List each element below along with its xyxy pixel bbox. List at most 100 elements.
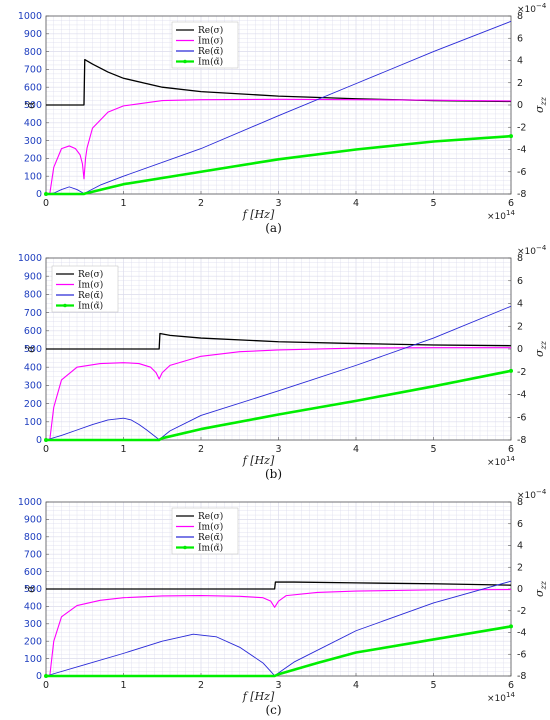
series-line-re-sigma — [46, 332, 512, 350]
x-tick-label: 1 — [120, 198, 126, 209]
x-tick-label: 2 — [198, 198, 204, 209]
series-marker — [509, 368, 513, 373]
legend-label: Im(σ) — [198, 36, 223, 47]
left-tick-label: 500 — [24, 344, 42, 355]
left-tick-label: 100 — [24, 171, 42, 182]
left-tick-label: 500 — [24, 100, 42, 111]
series-line-re-alpha — [45, 20, 512, 195]
x-tick-label: 3 — [275, 680, 281, 691]
right-tick-label: 2 — [517, 562, 523, 573]
legend-label: Im(α̃) — [78, 301, 103, 312]
x-tick-label: 5 — [430, 680, 436, 691]
series-marker — [509, 624, 513, 629]
x-axis-label: f [Hz] — [242, 208, 275, 221]
left-tick-label: 1000 — [18, 253, 42, 264]
series-marker — [44, 192, 48, 196]
left-tick-label: 100 — [24, 654, 42, 665]
legend-label: Im(σ) — [198, 522, 223, 533]
x-axis-label: f [Hz] — [242, 690, 275, 703]
left-tick-label: 900 — [24, 29, 42, 40]
left-tick-label: 600 — [24, 326, 42, 337]
right-tick-label: 0 — [517, 584, 523, 595]
right-tick-label: 8 — [517, 497, 523, 508]
x-exponent-label: ×1014 — [487, 209, 515, 222]
legend-marker — [63, 303, 67, 308]
right-tick-label: 6 — [517, 519, 523, 530]
right-tick-label: -2 — [517, 606, 526, 617]
right-tick-label: 0 — [517, 344, 523, 355]
right-tick-label: 8 — [517, 11, 523, 22]
chart-panel-1: 01002003004005006007008009001000-8-6-4-2… — [18, 2, 548, 235]
x-tick-label: 5 — [430, 444, 436, 455]
left-tick-label: 600 — [24, 82, 42, 93]
series-marker — [44, 438, 48, 442]
left-tick-label: 700 — [24, 549, 42, 560]
right-tick-label: 8 — [517, 253, 523, 264]
right-exponent-label: ×10−4 — [517, 244, 547, 257]
x-tick-label: 6 — [508, 198, 514, 209]
left-tick-label: 100 — [24, 417, 42, 428]
right-exponent-label: ×10−4 — [517, 488, 547, 501]
legend-label: Re(σ) — [78, 269, 103, 280]
left-tick-label: 800 — [24, 290, 42, 301]
y-axis-label-right: σzz — [533, 340, 548, 357]
legend: Re(σ)Im(σ)Re(α̃)Im(α̃) — [171, 21, 239, 69]
legend-label: Im(σ) — [78, 280, 103, 291]
x-tick-label: 3 — [275, 198, 281, 209]
left-tick-label: 800 — [24, 47, 42, 58]
left-tick-label: 200 — [24, 399, 42, 410]
right-tick-label: -8 — [517, 671, 526, 682]
x-tick-label: 0 — [43, 680, 49, 691]
series-line-im-sigma — [45, 98, 512, 195]
grid — [45, 501, 512, 677]
x-tick-label: 5 — [430, 198, 436, 209]
y-axis-label-right: σzz — [533, 96, 548, 113]
legend-box — [171, 21, 239, 69]
right-tick-label: 0 — [517, 100, 523, 111]
left-tick-label: 1000 — [18, 11, 42, 22]
right-tick-label: -6 — [517, 412, 526, 423]
right-exponent-label: ×10−4 — [517, 2, 547, 15]
series-line-im-alpha — [46, 134, 512, 196]
panel-caption: (a) — [265, 221, 282, 235]
legend-label: Re(σ) — [198, 511, 223, 522]
left-tick-label: 0 — [36, 189, 42, 200]
legend: Re(σ)Im(σ)Re(α̃)Im(α̃) — [171, 507, 239, 555]
legend-label: Re(σ) — [198, 25, 223, 36]
legend-label: Re(α̃) — [198, 46, 223, 57]
series-line-im-sigma — [45, 588, 512, 677]
series-line-im-alpha — [46, 625, 512, 678]
series-line-re-alpha — [45, 305, 512, 441]
left-tick-label: 0 — [36, 435, 42, 446]
chart-panel-2: 01002003004005006007008009001000-8-6-4-2… — [18, 244, 548, 481]
right-tick-label: -6 — [517, 167, 526, 178]
series-line-re-sigma — [46, 581, 512, 590]
left-tick-label: 900 — [24, 271, 42, 282]
legend-label: Re(α̃) — [78, 290, 103, 301]
right-tick-label: -4 — [517, 145, 526, 156]
x-axis-label: f [Hz] — [242, 454, 275, 467]
legend-marker — [183, 545, 187, 550]
right-tick-label: 2 — [517, 78, 523, 89]
x-exponent-label: ×1014 — [487, 691, 515, 704]
y-axis-label-left: α̃ — [24, 101, 37, 109]
x-tick-label: 6 — [508, 680, 514, 691]
right-tick-label: 4 — [517, 56, 523, 67]
left-tick-label: 500 — [24, 584, 42, 595]
x-tick-label: 2 — [198, 444, 204, 455]
legend-label: Im(α̃) — [198, 57, 223, 68]
left-tick-label: 400 — [24, 362, 42, 373]
x-tick-label: 2 — [198, 680, 204, 691]
x-tick-label: 1 — [120, 680, 126, 691]
right-tick-label: -4 — [517, 628, 526, 639]
right-tick-label: -2 — [517, 367, 526, 378]
series-marker — [509, 134, 513, 139]
right-tick-label: -8 — [517, 435, 526, 446]
series-line-re-sigma — [46, 58, 512, 106]
left-tick-label: 800 — [24, 532, 42, 543]
x-tick-label: 0 — [43, 444, 49, 455]
left-tick-label: 400 — [24, 118, 42, 129]
left-tick-label: 300 — [24, 381, 42, 392]
y-axis-label-left: α̃ — [24, 585, 37, 593]
